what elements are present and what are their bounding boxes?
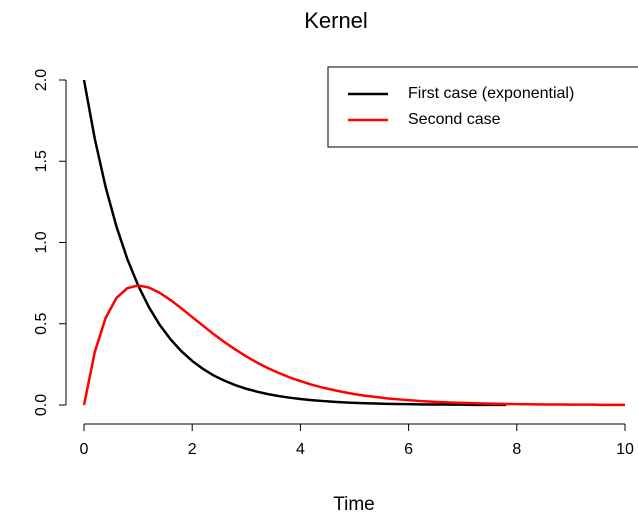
series-line	[82, 79, 506, 407]
y-tick-label: 1.5	[33, 150, 50, 172]
y-tick-label: 1.0	[33, 231, 50, 253]
legend-box	[327, 66, 638, 148]
x-tick-label: 2	[188, 441, 197, 458]
x-axis-title: Time	[333, 494, 375, 515]
x-tick-label: 4	[296, 441, 305, 458]
series-line	[82, 284, 625, 407]
x-tick-label: 0	[80, 441, 89, 458]
chart-title: Kernel	[304, 8, 368, 33]
y-tick-label: 0.5	[33, 313, 50, 335]
x-tick-label: 10	[616, 441, 634, 458]
legend-label: First case (exponential)	[408, 85, 574, 102]
y-tick-label: 2.0	[33, 69, 50, 91]
x-tick-label: 8	[512, 441, 521, 458]
y-tick-label: 0.0	[33, 394, 50, 416]
legend-label: Second case	[408, 111, 501, 128]
x-tick-label: 6	[404, 441, 413, 458]
